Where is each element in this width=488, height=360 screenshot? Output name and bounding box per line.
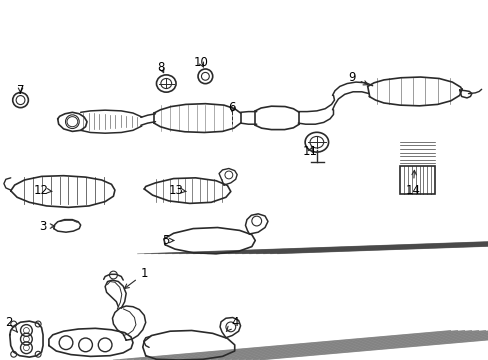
Text: 2: 2: [5, 316, 17, 332]
Text: 4: 4: [226, 316, 238, 332]
Text: 12: 12: [34, 184, 52, 197]
Text: 9: 9: [347, 71, 367, 85]
Text: 1: 1: [124, 267, 148, 288]
Text: 7: 7: [17, 84, 24, 96]
Text: 6: 6: [228, 101, 236, 114]
Text: 13: 13: [168, 184, 186, 197]
Text: 11: 11: [303, 145, 317, 158]
Text: 8: 8: [157, 61, 165, 74]
Text: 10: 10: [194, 57, 208, 69]
Bar: [399, 166, 434, 194]
Text: 3: 3: [39, 220, 55, 233]
Text: 14: 14: [405, 170, 420, 197]
Text: 5: 5: [162, 234, 173, 247]
